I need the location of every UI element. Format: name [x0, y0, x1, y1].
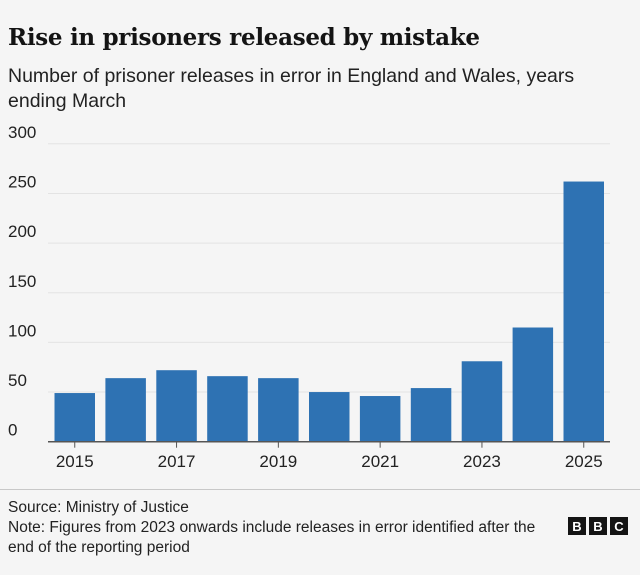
- x-tick-label: 2025: [565, 452, 603, 471]
- y-tick-label: 250: [8, 172, 36, 191]
- bar-2024: [512, 327, 554, 442]
- x-tick-label: 2015: [56, 452, 94, 471]
- bar-2022: [410, 388, 452, 442]
- y-tick-label: 150: [8, 272, 36, 291]
- bbc-logo: B B C: [568, 517, 628, 535]
- x-tick-label: 2017: [158, 452, 196, 471]
- note-text: Note: Figures from 2023 onwards include …: [8, 519, 536, 556]
- x-tick-label: 2019: [259, 452, 297, 471]
- chart-subtitle: Number of prisoner releases in error in …: [8, 65, 575, 112]
- x-tick-label: 2021: [361, 452, 399, 471]
- bar-2021: [359, 396, 401, 442]
- footer-divider: [0, 489, 640, 490]
- x-tick-label: 2023: [463, 452, 501, 471]
- y-tick-label: 300: [8, 123, 36, 142]
- bbc-logo-b2: B: [589, 517, 607, 535]
- bar-2020: [309, 392, 350, 442]
- bar-2016: [105, 378, 146, 442]
- bar-2025: [563, 181, 604, 442]
- bbc-logo-b1: B: [568, 517, 586, 535]
- bar-2017: [156, 370, 197, 442]
- y-tick-label: 50: [8, 371, 27, 390]
- bar-2018: [207, 376, 248, 442]
- chart-title: Rise in prisoners released by mistake: [8, 24, 480, 51]
- y-tick-label: 0: [8, 421, 17, 440]
- bar-2019: [258, 378, 299, 442]
- y-tick-label: 100: [8, 321, 36, 340]
- y-tick-label: 200: [8, 222, 36, 241]
- bar-2015: [54, 393, 95, 442]
- source-text: Source: Ministry of Justice: [8, 499, 189, 516]
- bbc-logo-c: C: [610, 517, 628, 535]
- bar-2023: [461, 361, 503, 442]
